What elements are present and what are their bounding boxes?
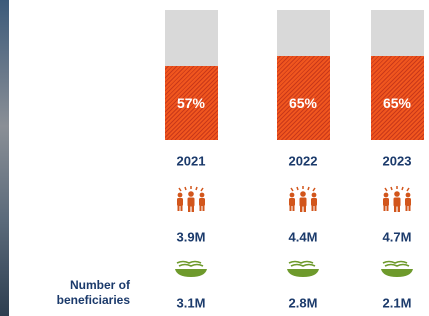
year-label: 2022 bbox=[289, 154, 318, 169]
row-value: 3.9M bbox=[177, 230, 206, 245]
value-label: 65% bbox=[289, 95, 317, 111]
photo-edge bbox=[0, 0, 9, 316]
row-value: 4.7M bbox=[383, 230, 412, 245]
row-value: 2.8M bbox=[289, 296, 318, 311]
year-label: 2021 bbox=[177, 154, 206, 169]
bowl-icon bbox=[173, 260, 209, 278]
year-label: 2023 bbox=[383, 154, 412, 169]
row-label: Number of beneficiaries bbox=[20, 278, 130, 308]
people-icon bbox=[285, 186, 321, 212]
infographic: Number of beneficiaries 57%202165%20 bbox=[0, 0, 429, 316]
row-value: 2.1M bbox=[383, 296, 412, 311]
people-icon bbox=[379, 186, 415, 212]
value-label: 57% bbox=[177, 95, 205, 111]
bowl-icon bbox=[379, 260, 415, 278]
row-value: 4.4M bbox=[289, 230, 318, 245]
value-label: 65% bbox=[383, 95, 411, 111]
row-value: 3.1M bbox=[177, 296, 206, 311]
people-icon bbox=[173, 186, 209, 212]
bowl-icon bbox=[285, 260, 321, 278]
